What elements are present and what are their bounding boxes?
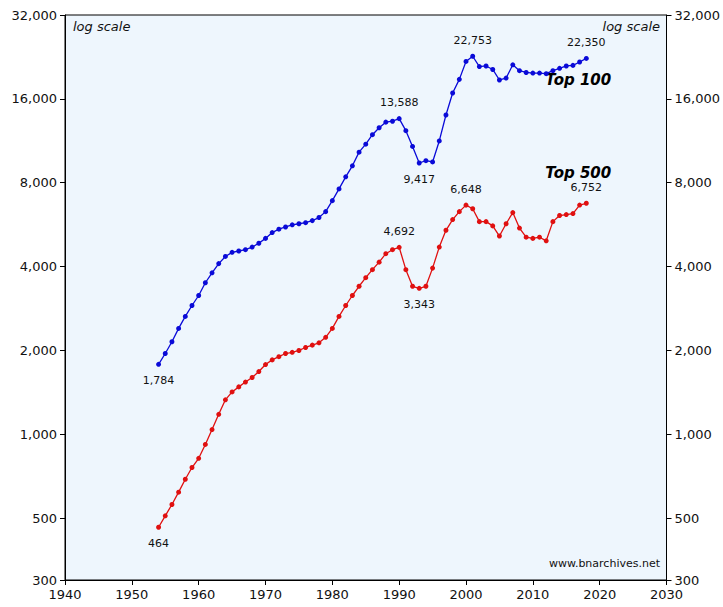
svg-text:2020: 2020 xyxy=(583,587,616,602)
svg-text:300: 300 xyxy=(32,573,57,588)
svg-text:13,588: 13,588 xyxy=(380,96,419,109)
svg-text:1980: 1980 xyxy=(316,587,349,602)
svg-text:500: 500 xyxy=(32,511,57,526)
svg-text:2010: 2010 xyxy=(516,587,549,602)
svg-text:log scale: log scale xyxy=(603,19,660,34)
svg-text:Top 100: Top 100 xyxy=(545,71,611,89)
svg-text:464: 464 xyxy=(148,537,169,550)
svg-text:6,648: 6,648 xyxy=(450,183,482,196)
svg-text:1,784: 1,784 xyxy=(143,374,175,387)
svg-text:6,752: 6,752 xyxy=(571,181,603,194)
svg-text:8,000: 8,000 xyxy=(20,175,57,190)
svg-text:www.bnarchives.net: www.bnarchives.net xyxy=(549,557,661,570)
svg-text:16,000: 16,000 xyxy=(12,91,58,106)
svg-text:Top 500: Top 500 xyxy=(545,164,611,182)
svg-text:4,692: 4,692 xyxy=(383,225,415,238)
svg-text:2,000: 2,000 xyxy=(20,343,57,358)
svg-text:4,000: 4,000 xyxy=(675,259,712,274)
svg-text:2,000: 2,000 xyxy=(675,343,712,358)
svg-text:1960: 1960 xyxy=(182,587,215,602)
svg-text:16,000: 16,000 xyxy=(675,91,721,106)
svg-text:8,000: 8,000 xyxy=(675,175,712,190)
svg-text:9,417: 9,417 xyxy=(403,173,435,186)
svg-text:32,000: 32,000 xyxy=(675,8,721,23)
svg-text:500: 500 xyxy=(675,511,700,526)
svg-text:1990: 1990 xyxy=(383,587,416,602)
svg-text:22,753: 22,753 xyxy=(453,34,492,47)
svg-text:3,343: 3,343 xyxy=(403,298,435,311)
svg-text:2030: 2030 xyxy=(650,587,683,602)
svg-text:1950: 1950 xyxy=(115,587,148,602)
svg-text:300: 300 xyxy=(675,573,700,588)
svg-text:1,000: 1,000 xyxy=(20,427,57,442)
svg-text:1,000: 1,000 xyxy=(675,427,712,442)
svg-text:2000: 2000 xyxy=(449,587,482,602)
svg-text:1970: 1970 xyxy=(249,587,282,602)
svg-text:4,000: 4,000 xyxy=(20,259,57,274)
svg-text:log scale: log scale xyxy=(73,19,130,34)
svg-text:1940: 1940 xyxy=(48,587,81,602)
svg-text:32,000: 32,000 xyxy=(12,8,58,23)
svg-text:22,350: 22,350 xyxy=(567,36,606,49)
